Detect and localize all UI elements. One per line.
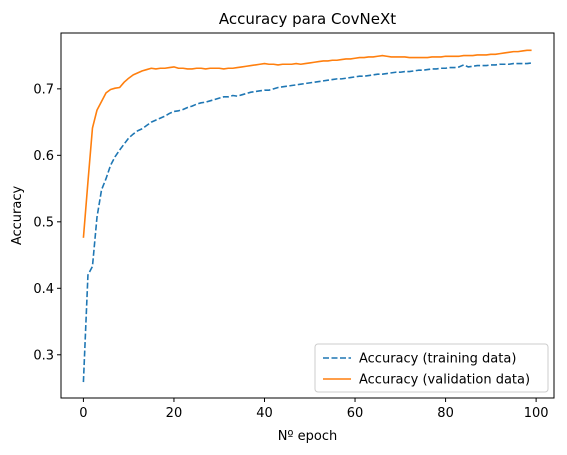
axes-frame <box>60 32 555 399</box>
y-axis: 0.3 0.4 0.5 0.6 0.7 <box>33 82 61 363</box>
y-tick-label: 0.7 <box>33 82 54 97</box>
x-tick-label: 40 <box>256 406 273 421</box>
x-tick-label: 100 <box>524 406 549 421</box>
plot-area <box>82 49 532 383</box>
x-tick-label: 60 <box>347 406 364 421</box>
x-tick-label: 80 <box>437 406 454 421</box>
legend-box <box>314 343 549 393</box>
x-axis-label: Nº epoch <box>278 429 338 444</box>
y-tick-label: 0.3 <box>33 348 54 363</box>
y-axis-label: Accuracy <box>10 186 25 246</box>
x-axis: 0 20 40 60 80 100 <box>79 398 549 421</box>
y-tick-label: 0.4 <box>33 282 54 297</box>
y-tick-label: 0.6 <box>33 149 54 164</box>
legend-label: Accuracy (training data) <box>359 352 516 367</box>
series-line-validation <box>82 49 532 238</box>
legend: Accuracy (training data) Accuracy (valida… <box>314 343 549 393</box>
y-tick-label: 0.5 <box>33 215 54 230</box>
x-tick-label: 20 <box>166 406 183 421</box>
x-tick-label: 0 <box>79 406 87 421</box>
series-line-training <box>82 62 532 383</box>
legend-label: Accuracy (validation data) <box>359 373 530 388</box>
chart-title: Accuracy para CovNeXt <box>219 10 396 28</box>
